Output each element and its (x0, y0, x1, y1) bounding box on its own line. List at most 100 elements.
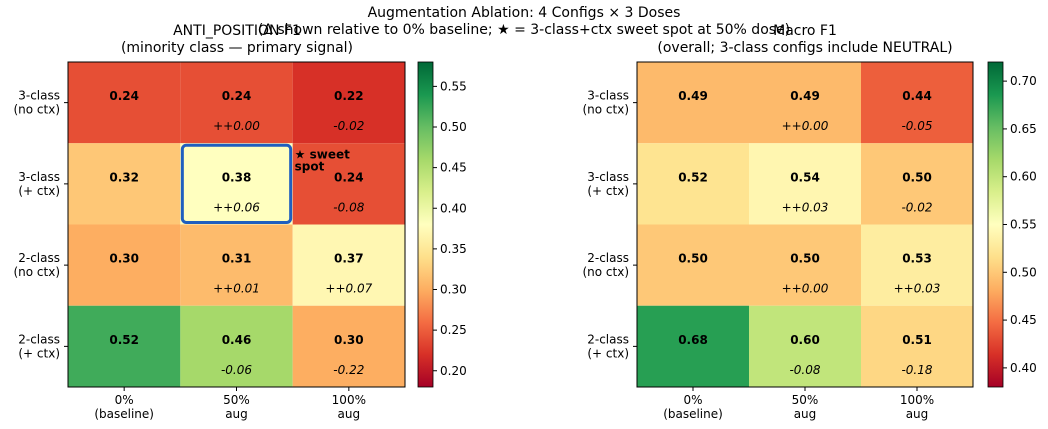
heatmap-cell (68, 305, 181, 387)
colorbar-tick-label: 0.70 (1010, 74, 1037, 88)
y-tick-label: 3-class (+ ctx) (587, 170, 629, 198)
x-tick-label: 100% aug (900, 393, 934, 421)
annotation: ★ sweet spot (295, 147, 350, 173)
cell-value-label: 0.50 (790, 252, 820, 266)
heatmap-cell (637, 305, 749, 387)
colorbar-tick-label: 0.30 (440, 283, 467, 297)
highlight-box (180, 143, 293, 224)
cell-value-label: 0.32 (109, 170, 139, 184)
heatmap-cell (861, 143, 973, 225)
cell-value-label: 0.51 (902, 333, 932, 347)
heatmap-cell (749, 62, 861, 144)
heatmap-cell (292, 224, 405, 306)
colorbar-tick-label: 0.45 (1010, 313, 1037, 327)
cell-value-label: 0.53 (902, 252, 932, 266)
chart-title: Macro F1 (773, 23, 837, 39)
heatmap-cell (68, 224, 181, 306)
y-tick-label: 2-class (+ ctx) (587, 332, 629, 360)
colorbar-tick-label: 0.45 (440, 161, 467, 175)
figure-title: Augmentation Ablation: 4 Configs × 3 Dos… (368, 5, 681, 21)
heatmap-cell (637, 224, 749, 306)
cell-value-label: 0.52 (109, 333, 139, 347)
cell-value-label: 0.46 (222, 333, 252, 347)
cell-delta-label: -0.08 (333, 200, 364, 214)
cell-value-label: 0.31 (222, 252, 252, 266)
cell-value-label: 0.52 (678, 170, 708, 184)
chart-subtitle: (overall; 3-class configs include NEUTRA… (657, 40, 952, 56)
y-tick-label: 2-class (+ ctx) (18, 332, 60, 360)
heatmap-cell (861, 62, 973, 144)
cell-delta-label: -0.18 (901, 363, 932, 377)
heatmap-cell (861, 224, 973, 306)
heatmap-cell (861, 305, 973, 387)
cell-delta-label: ++0.00 (782, 282, 829, 296)
cell-delta-label: -0.06 (221, 363, 252, 377)
cell-value-label: 0.24 (334, 170, 364, 184)
heatmap-cell (749, 305, 861, 387)
heatmap-cell (637, 143, 749, 225)
y-tick-label: 3-class (+ ctx) (18, 170, 60, 198)
x-tick-label: 50% aug (223, 393, 250, 421)
cell-delta-label: -0.02 (901, 200, 932, 214)
colorbar-tick-label: 0.20 (440, 364, 467, 378)
cell-delta-label: ++0.00 (213, 119, 260, 133)
y-tick-label: 3-class (no ctx) (582, 89, 629, 117)
cell-delta-label: -0.05 (901, 119, 932, 133)
heatmap-cell (292, 62, 405, 144)
y-tick-label: 2-class (no ctx) (582, 251, 629, 279)
heatmap-cell (68, 143, 181, 225)
cell-value-label: 0.24 (222, 89, 252, 103)
cell-value-label: 0.49 (790, 89, 820, 103)
y-tick-label: 2-class (no ctx) (13, 251, 60, 279)
heatmap-cell (637, 62, 749, 144)
x-tick-label: 50% aug (792, 393, 819, 421)
heatmap-cell (180, 224, 293, 306)
colorbar-tick-label: 0.40 (440, 201, 467, 215)
cell-delta-label: ++0.01 (213, 282, 260, 296)
cell-value-label: 0.54 (790, 170, 820, 184)
cell-value-label: 0.68 (678, 333, 708, 347)
colorbar-tick-label: 0.25 (440, 323, 467, 337)
heatmap-cell (180, 62, 293, 144)
cell-delta-label: ++0.00 (782, 119, 829, 133)
heatmap-cell (180, 143, 293, 225)
x-tick-label: 100% aug (332, 393, 366, 421)
cell-value-label: 0.50 (902, 170, 932, 184)
cell-delta-label: -0.08 (789, 363, 820, 377)
heatmap-cell (292, 143, 405, 225)
x-tick-label: 0% (baseline) (663, 393, 723, 421)
cell-value-label: 0.37 (334, 252, 364, 266)
x-tick-label: 0% (baseline) (94, 393, 154, 421)
cell-delta-label: ++0.07 (325, 282, 372, 296)
cell-value-label: 0.22 (334, 89, 364, 103)
cell-value-label: 0.30 (334, 333, 364, 347)
colorbar-tick-label: 0.65 (1010, 122, 1037, 136)
chart-subtitle: (minority class — primary signal) (121, 40, 353, 56)
cell-delta-label: -0.22 (333, 363, 364, 377)
colorbar-tick-label: 0.55 (1010, 218, 1037, 232)
heatmap-cell (292, 305, 405, 387)
cell-value-label: 0.49 (678, 89, 708, 103)
cell-delta-label: -0.02 (333, 119, 364, 133)
colorbar (417, 61, 434, 388)
heatmap-cell (180, 305, 293, 387)
colorbar-tick-label: 0.60 (1010, 170, 1037, 184)
heatmap-cell (749, 143, 861, 225)
colorbar-tick-label: 0.35 (440, 242, 467, 256)
cell-value-label: 0.38 (222, 170, 252, 184)
cell-delta-label: ++0.06 (213, 200, 260, 214)
chart-title: ANTI_POSITION F1 (173, 23, 301, 39)
cell-value-label: 0.30 (109, 252, 139, 266)
cell-value-label: 0.24 (109, 89, 139, 103)
cell-delta-label: ++0.03 (894, 282, 941, 296)
heatmap-cell (68, 62, 181, 144)
heatmap-cell (749, 224, 861, 306)
cell-value-label: 0.50 (678, 252, 708, 266)
figure-subtitle: (Δ shown relative to 0% baseline; ★ = 3-… (258, 22, 790, 38)
colorbar-tick-label: 0.40 (1010, 361, 1037, 375)
colorbar-tick-label: 0.55 (440, 79, 467, 93)
colorbar-tick-label: 0.50 (440, 120, 467, 134)
colorbar-tick-label: 0.50 (1010, 265, 1037, 279)
cell-value-label: 0.44 (902, 89, 932, 103)
